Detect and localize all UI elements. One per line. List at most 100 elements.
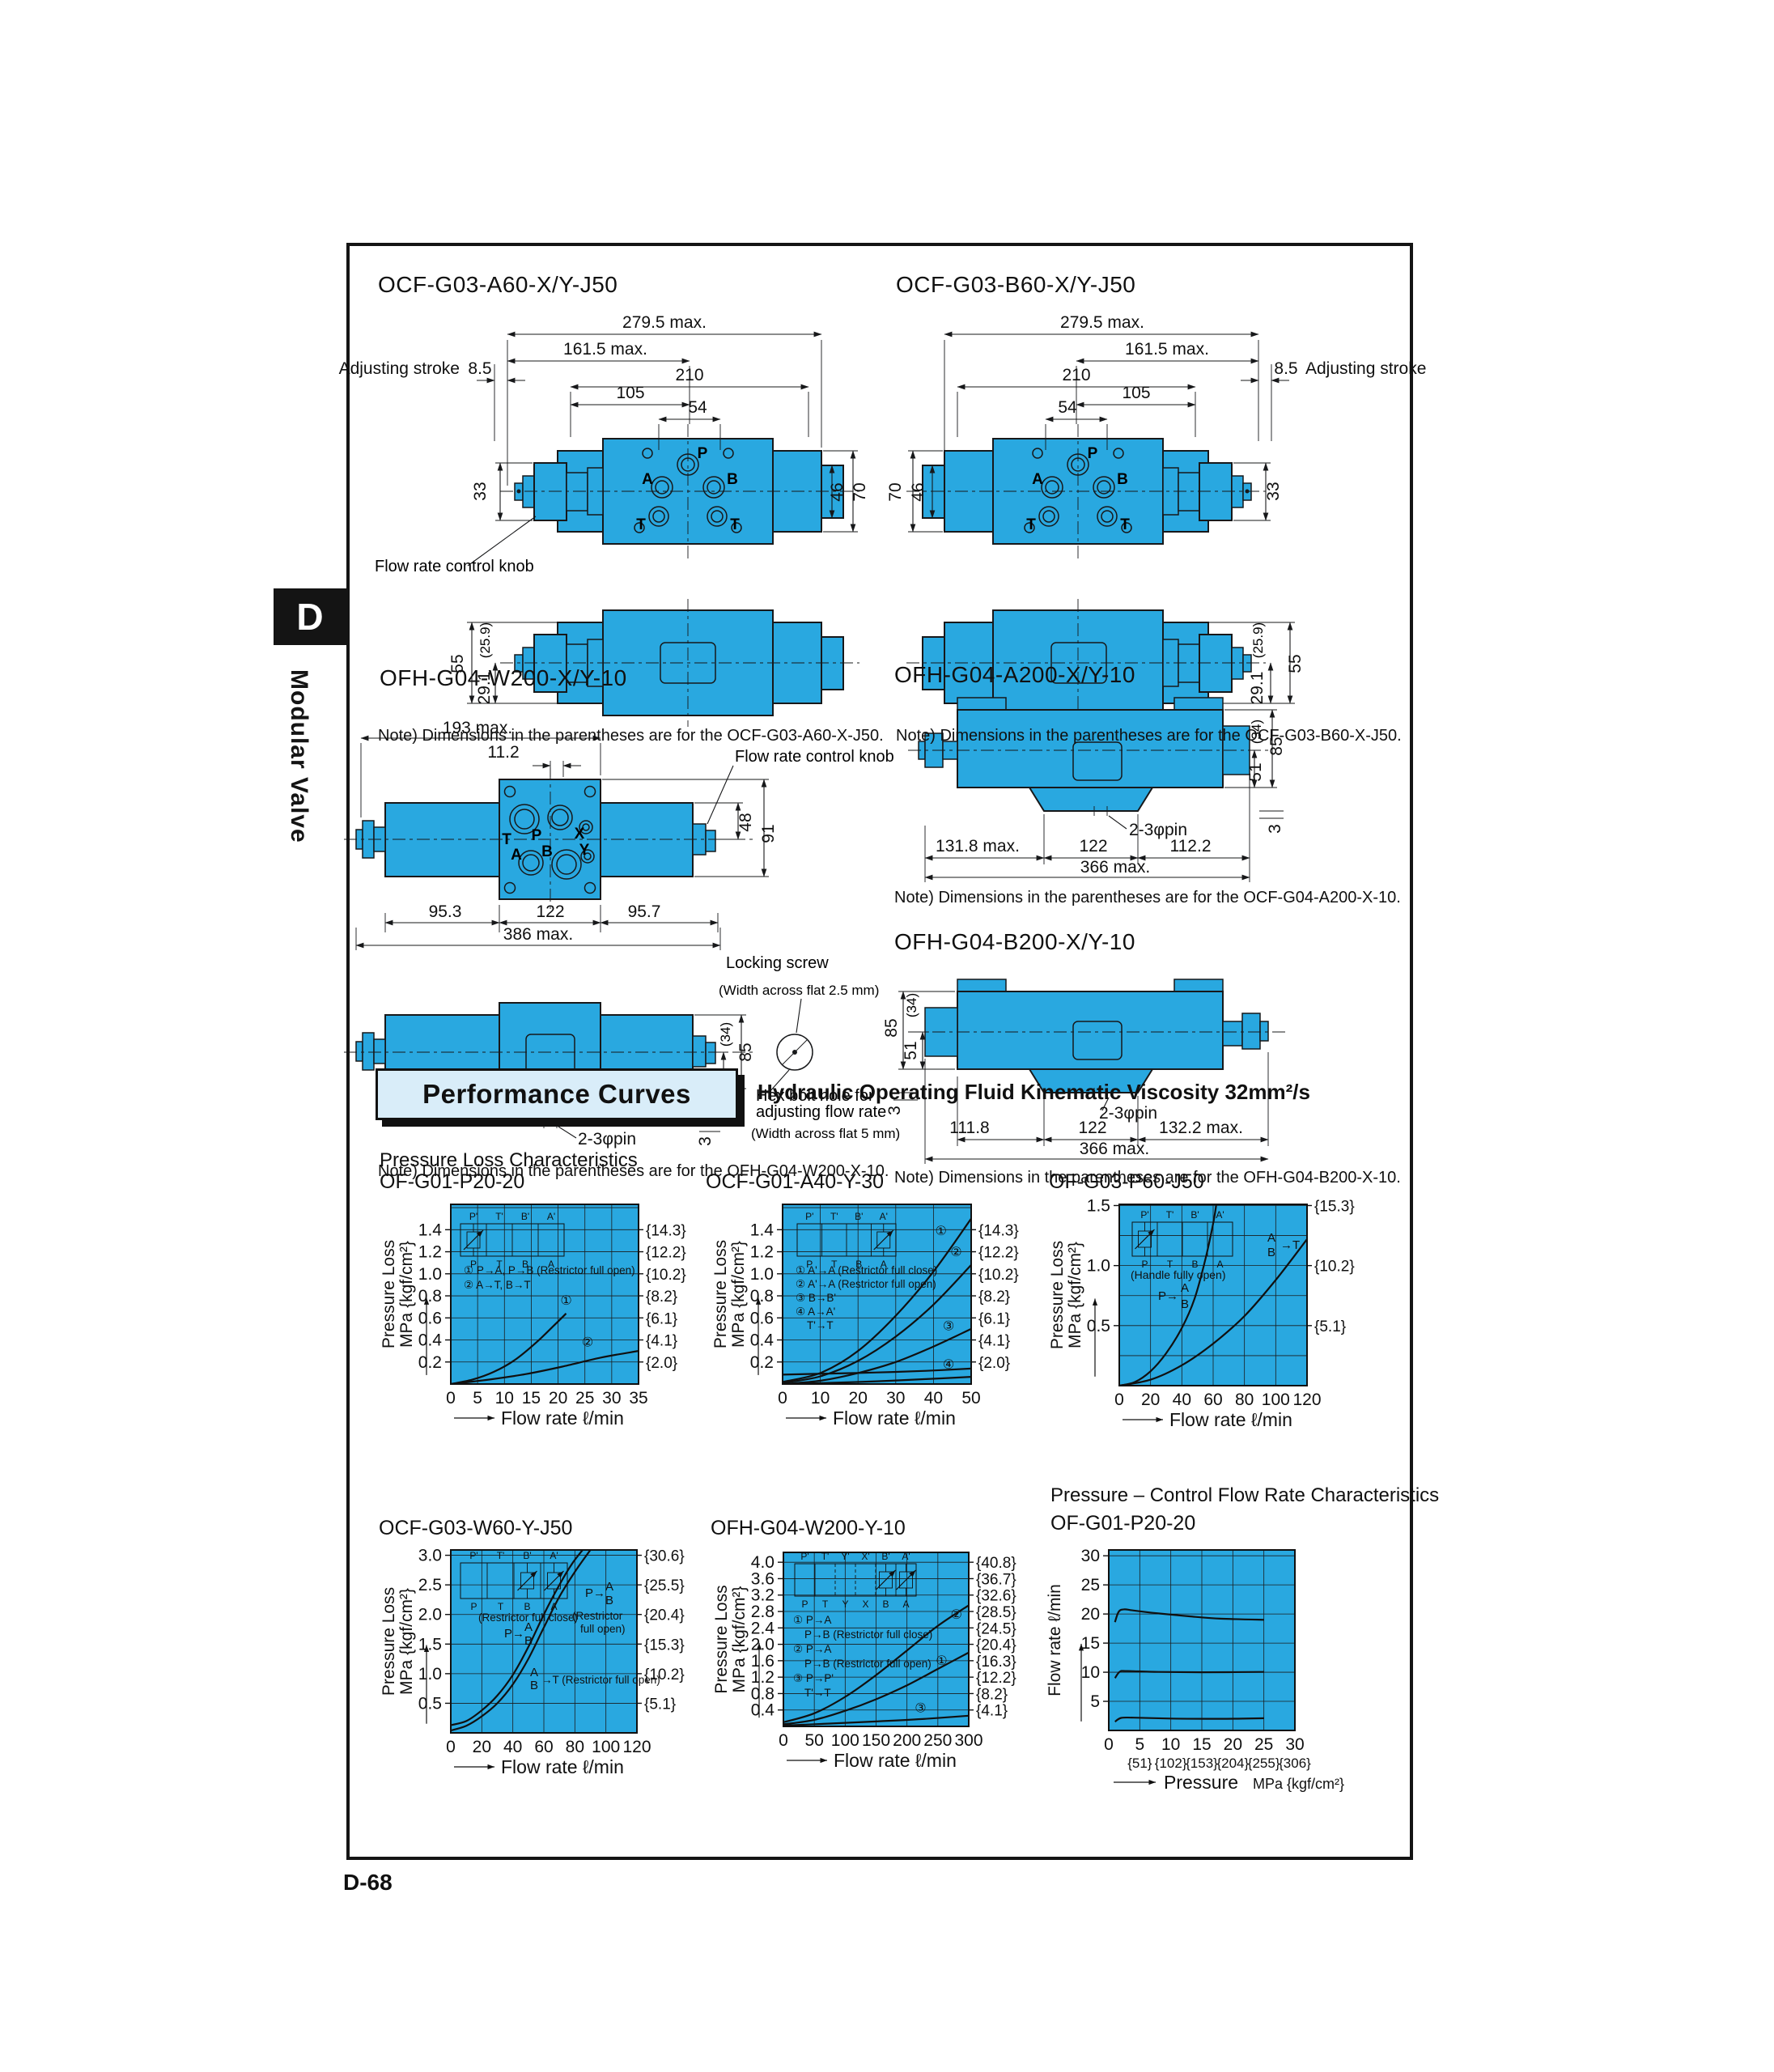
inset-port-label: Y [842, 1599, 848, 1610]
brace-value: {14.3} [978, 1222, 1019, 1239]
chart-annotation: B [1267, 1246, 1275, 1259]
inset-port-label: P [1141, 1259, 1148, 1270]
x-axis-label: Pressure [1164, 1772, 1238, 1793]
inset-port-label: P [801, 1599, 808, 1610]
chart-border [450, 1549, 638, 1734]
y-tick-label: 0.2 [750, 1353, 774, 1372]
x-axis-unit: MPa {kgf/cm²} [1253, 1776, 1344, 1792]
dim-label: 85 [1267, 737, 1286, 755]
brace-value: {15.3} [644, 1637, 685, 1654]
y-tick-label: 0.8 [750, 1287, 774, 1306]
drawing-note-w200: Note) Dimensions in the parentheses are … [378, 1162, 889, 1180]
dim-label: 46 [828, 482, 847, 501]
brace-value: {2.0} [978, 1355, 1010, 1372]
y-axis-label: Flow rate ℓ/min [1046, 1584, 1064, 1696]
curve-2 [783, 1264, 971, 1384]
chart-svg: 5 10 15 20 25 30 0 5 {51} 10 {102} 15 {153} 20 {204} 25… [1046, 1547, 1344, 1793]
restrictor-arrow [889, 1570, 896, 1577]
chart-annotation: ② A'→A (Restrictor full open) [796, 1278, 936, 1290]
brace-value: {6.1} [646, 1310, 677, 1327]
dim-label: 55 [1286, 654, 1305, 673]
port-label: P [698, 445, 708, 462]
chart-title-2: OF-G03-P60-J50 [1049, 1170, 1204, 1193]
curve-1 [451, 1313, 567, 1384]
chart-border [1108, 1549, 1296, 1731]
drawing-w200-bottom: Locking screw (Width across flat 2.5 mm)… [344, 954, 900, 1149]
chart-annotation: P→B (Restrictor full close) [804, 1628, 932, 1641]
dim-label: 48 [736, 813, 755, 831]
brace-value: {2.0} [646, 1355, 677, 1372]
inset-port-label: B [882, 1599, 889, 1610]
section-tab: D [274, 588, 346, 645]
brace-value: {20.4} [976, 1637, 1016, 1654]
curve-number-label: ① [936, 1654, 947, 1668]
inset-port-label: P [806, 1259, 813, 1270]
y-tick-label: 0.4 [418, 1331, 443, 1350]
y-tick-label: 3.2 [751, 1586, 775, 1605]
port-label: T [1120, 516, 1130, 533]
y-tick-label: 0.5 [418, 1694, 442, 1713]
y-tick-label: 1.2 [751, 1668, 775, 1687]
x-tick-label: 250 [923, 1731, 952, 1750]
x-tick-label: 200 [893, 1731, 921, 1750]
brace-value: {14.3} [646, 1222, 686, 1239]
chart-plot-area [451, 1204, 639, 1384]
drawing-note-b60: Note) Dimensions in the parentheses are … [896, 727, 1402, 745]
inset-port-label: T' [495, 1211, 503, 1222]
restrictor-arrow [557, 1571, 564, 1578]
chart-annotation: A [1267, 1231, 1275, 1245]
x-axis-label: Flow rate ℓ/min [501, 1756, 624, 1777]
x-axis-label: Flow rate ℓ/min [834, 1750, 957, 1771]
chart-pressure-flow-of-g01: 5 10 15 20 25 30 0 5 {51} 10 {102} 15 {153} 20 {204} 25… [1046, 1547, 1344, 1793]
dim-label: 210 [675, 366, 703, 384]
y-tick-label: 1.0 [1087, 1257, 1110, 1276]
x-tick-label: 300 [954, 1731, 982, 1750]
drawing-b200: 85 (34) 51 3 2-3φpin 111.8 122 132.2 max… [882, 979, 1287, 1164]
drawing-a200: (34) 85 51 3 2-3φpin 131.8 max. 122 112.… [908, 697, 1286, 882]
chart-annotation: B [1181, 1297, 1189, 1311]
dim-label: 366 max. [1080, 858, 1150, 877]
y-tick-label: 0.8 [751, 1684, 775, 1703]
dim-label: 85 [882, 1018, 901, 1037]
y-tick-label: 1.4 [750, 1221, 775, 1239]
curve-4 [783, 1367, 971, 1376]
y-tick-label: 20 [1081, 1605, 1100, 1624]
y-tick-label: 1.5 [418, 1635, 442, 1654]
x-tick-label: 80 [566, 1738, 584, 1756]
chart-svg: P' T' B' A'P T B A(Handle fully open)P→ABAB→T0… [1048, 1196, 1355, 1430]
port-label: A [642, 471, 653, 488]
chart-annotation: B [605, 1594, 613, 1607]
dim-label: (25.9) [477, 622, 493, 658]
section-pressure-flow: Pressure – Control Flow Rate Characteris… [1050, 1484, 1440, 1506]
inset-port-label: P' [805, 1211, 813, 1222]
chart-annotation: A [530, 1666, 538, 1679]
x-tick-brace: {153} [1186, 1756, 1218, 1771]
inset-port-label: T [831, 1259, 838, 1270]
inset-port-label: T [1167, 1259, 1173, 1270]
port-label: Y [579, 842, 590, 859]
curve-number-label: ③ [943, 1319, 954, 1333]
drawing-title-b60: OCF-G03-B60-X/Y-J50 [896, 272, 1136, 297]
y-tick-label: 2.8 [751, 1603, 775, 1621]
dim-label: 29.1 [1248, 672, 1267, 705]
inset-port-label: A [1216, 1259, 1223, 1270]
inset-port-label: P' [1140, 1209, 1148, 1221]
y-tick-label: 1.0 [750, 1265, 774, 1284]
inset-port-label: B [855, 1259, 862, 1270]
inset-port-label: X' [861, 1551, 869, 1562]
y-tick-label: 0.6 [418, 1309, 442, 1327]
inset-port-label: P' [469, 1211, 477, 1222]
curve-number-label: ② [950, 1246, 961, 1259]
x-tick-brace: {204} [1216, 1756, 1249, 1771]
brace-value: {32.6} [976, 1588, 1016, 1605]
y-tick-label: 0.8 [418, 1287, 442, 1306]
dim-label: 112.2 [1170, 837, 1212, 856]
restrictor-arrow [886, 1230, 893, 1238]
y-tick-label: 30 [1081, 1547, 1100, 1565]
dim-label: Adjusting stroke [1305, 359, 1426, 378]
y-axis-arrow [756, 1642, 762, 1650]
dim-label: 33 [471, 482, 490, 500]
x-tick-label: 40 [924, 1389, 943, 1408]
inset-port-label: A [902, 1599, 909, 1610]
restrictor-arrow [530, 1571, 537, 1578]
